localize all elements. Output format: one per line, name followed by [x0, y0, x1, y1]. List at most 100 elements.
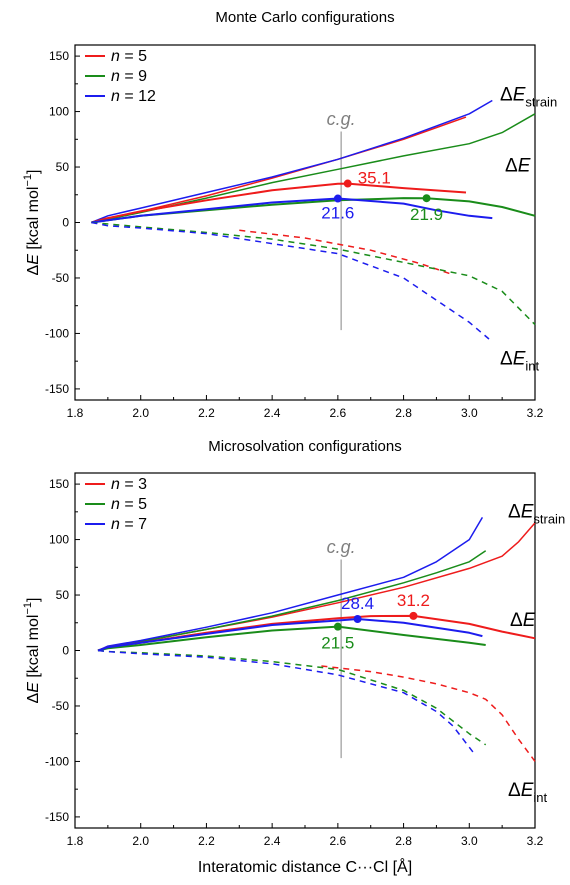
- y-tick-label: 100: [49, 105, 69, 119]
- legend-label-value: = 7: [120, 516, 147, 533]
- y-label-units: [kcal mol: [25, 615, 42, 683]
- curve-label-delta: Δ: [508, 780, 521, 801]
- legend-label-value: = 3: [120, 476, 147, 493]
- series-int-n5: [239, 229, 454, 276]
- curve-label-sub: strain: [525, 94, 557, 109]
- y-label-close: ]: [25, 598, 42, 602]
- legend-label-value: = 12: [120, 88, 156, 105]
- legend-label: n = 3: [111, 476, 147, 493]
- y-label-units: [kcal mol: [25, 187, 42, 255]
- legend-label: n = 7: [111, 516, 147, 533]
- x-tick-label: 2.8: [395, 834, 412, 848]
- curve-label-sub: int: [533, 790, 547, 805]
- curve-label-delta: Δ: [500, 349, 513, 370]
- curve-label-strain: ΔEstrain: [500, 84, 557, 109]
- legend-label: n = 5: [111, 48, 147, 65]
- y-tick-label: 150: [49, 477, 69, 491]
- max-point-marker: [343, 179, 352, 188]
- y-tick-label: -100: [45, 326, 69, 340]
- y-tick-label: 100: [49, 533, 69, 547]
- curve-label-strain: ΔEstrain: [508, 501, 565, 526]
- series-total-n9: [91, 197, 536, 224]
- x-tick-label: 2.2: [198, 834, 215, 848]
- y-tick-label: -150: [45, 810, 69, 824]
- x-tick-label: 2.6: [330, 406, 347, 420]
- max-point-marker: [422, 194, 431, 203]
- legend-label-value: = 9: [120, 68, 147, 85]
- panel-1: Monte Carlo configurations -150 -100 -50 0 50…: [22, 9, 557, 420]
- legend-label: n = 5: [111, 496, 147, 513]
- legend-label-value: = 5: [120, 496, 147, 513]
- y-tick-label: -50: [52, 699, 70, 713]
- y-tick-label: -100: [45, 754, 69, 768]
- curve-label-var: E: [518, 155, 531, 176]
- series-strain-n9: [91, 113, 536, 224]
- legend-label-var: n: [111, 496, 120, 513]
- curve-label-sub: strain: [533, 511, 565, 526]
- legend-label-value: = 5: [120, 48, 147, 65]
- legend-label-var: n: [111, 88, 120, 105]
- series-int-n12: [91, 221, 490, 340]
- x-tick-label: 1.8: [67, 406, 84, 420]
- cg-label: c.g.: [327, 109, 356, 129]
- curve-label-var: E: [521, 501, 534, 522]
- x-tick-label: 3.2: [527, 834, 544, 848]
- max-point-marker: [353, 614, 362, 623]
- max-point-label: 21.6: [321, 204, 354, 223]
- series-total-n5: [97, 625, 486, 652]
- y-label-close: ]: [25, 170, 42, 174]
- x-tick-label: 2.6: [330, 834, 347, 848]
- x-tick-label: 3.0: [461, 834, 478, 848]
- legend-label-var: n: [111, 516, 120, 533]
- x-tick-label: 2.0: [132, 406, 149, 420]
- series-strain-n3: [97, 522, 536, 652]
- y-tick-label: -150: [45, 382, 69, 396]
- curve-label-delta: Δ: [500, 84, 513, 105]
- series-int-n3: [321, 665, 536, 762]
- x-tick-label: 2.0: [132, 834, 149, 848]
- max-point-marker: [333, 622, 342, 631]
- y-tick-label: -50: [52, 271, 70, 285]
- series-strain-n7: [97, 517, 484, 652]
- curve-label-int: ΔEint: [500, 349, 540, 374]
- series-total-n5: [91, 182, 467, 224]
- y-label-sup: −1: [22, 174, 34, 187]
- series-strain-n12: [91, 99, 493, 224]
- curve-label-delta: Δ: [508, 501, 521, 522]
- max-point-label: 21.9: [410, 205, 443, 224]
- x-tick-label: 2.4: [264, 834, 281, 848]
- legend-label: n = 9: [111, 68, 147, 85]
- x-tick-label: 2.8: [395, 406, 412, 420]
- y-axis-label: ΔE [kcal mol−1]: [22, 598, 42, 704]
- max-point-label: 28.4: [341, 594, 374, 613]
- series-int-n9: [91, 221, 536, 326]
- curve-label-var: E: [513, 349, 526, 370]
- x-tick-label: 3.0: [461, 406, 478, 420]
- x-tick-label: 2.4: [264, 406, 281, 420]
- chart-title: Monte Carlo configurations: [215, 9, 394, 26]
- legend-label-var: n: [111, 68, 120, 85]
- legend-label: n = 12: [111, 88, 156, 105]
- series-int-n5: [97, 649, 487, 746]
- series-total-n12: [91, 197, 493, 224]
- y-label-sup: −1: [22, 602, 34, 615]
- legend-label-var: n: [111, 48, 120, 65]
- curve-label-int: ΔEint: [508, 780, 548, 805]
- series-total-n7: [97, 618, 483, 652]
- panel-2: Microsolvation configurations -150 -100 -50…: [22, 438, 565, 876]
- curve-label-sub: int: [525, 359, 539, 374]
- max-point-label: 35.1: [358, 169, 391, 188]
- chart-title: Microsolvation configurations: [208, 438, 401, 455]
- max-point-marker: [333, 194, 342, 203]
- curve-label-var: E: [513, 84, 526, 105]
- y-label-delta: Δ: [25, 264, 42, 275]
- curve-label-var: E: [521, 780, 534, 801]
- max-point-label: 31.2: [397, 591, 430, 610]
- curve-label-total: ΔE: [510, 610, 536, 631]
- y-label-var: E: [25, 682, 42, 693]
- x-tick-label: 3.2: [527, 406, 544, 420]
- y-label-delta: Δ: [25, 692, 42, 703]
- y-tick-label: 0: [62, 644, 69, 658]
